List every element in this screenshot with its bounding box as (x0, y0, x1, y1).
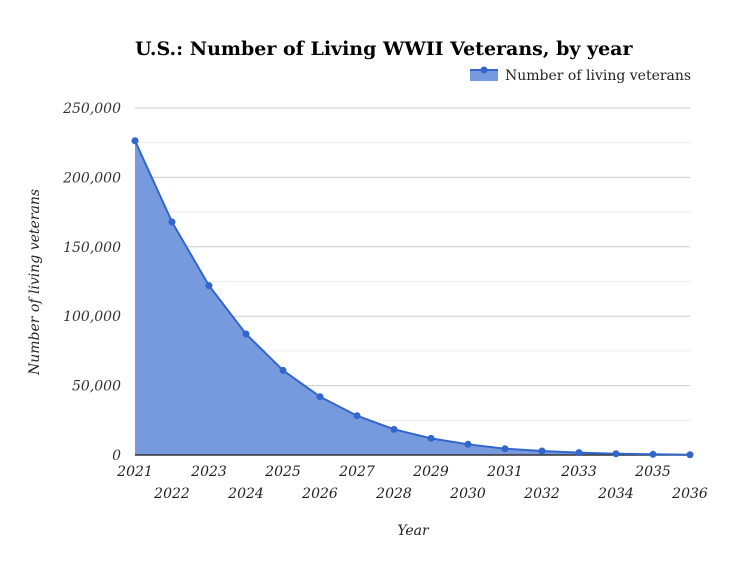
series-line (134, 140, 691, 456)
x-tick-label: 2035 (634, 464, 671, 480)
x-tick-label: 2026 (301, 486, 338, 502)
legend[interactable]: Number of living veterans (470, 66, 691, 85)
y-tick-label: 100,000 (63, 309, 121, 325)
data-point-2024 (242, 330, 250, 338)
x-axis-label: Year (397, 523, 430, 539)
y-tick-label: 0 (112, 448, 121, 464)
data-point-2026 (316, 393, 324, 401)
data-point-2036 (686, 451, 694, 459)
x-tick-label: 2022 (153, 486, 190, 502)
x-tick-label: 2030 (449, 486, 486, 502)
data-point-2025 (279, 366, 287, 374)
y-tick-label: 250,000 (62, 101, 121, 117)
data-point-2023 (205, 282, 213, 290)
y-tick-label: 150,000 (63, 240, 121, 256)
data-point-2029 (427, 434, 435, 442)
data-point-2022 (168, 218, 176, 226)
data-point-2027 (353, 412, 361, 420)
x-tick-label: 2029 (412, 464, 449, 480)
data-point-2032 (538, 447, 546, 455)
data-point-2035 (649, 450, 657, 458)
x-tick-label: 2025 (264, 464, 301, 480)
x-tick-label: 2027 (338, 464, 375, 480)
x-tick-label: 2021 (116, 464, 153, 480)
legend-swatch (470, 70, 498, 81)
legend-marker (480, 66, 488, 74)
x-tick-label: 2024 (227, 486, 264, 502)
y-axis-label: Number of living veterans (27, 189, 43, 376)
legend-label: Number of living veterans (505, 68, 691, 84)
x-tick-label: 2023 (190, 464, 227, 480)
chart-title: U.S.: Number of Living WWII Veterans, by… (135, 38, 633, 60)
y-tick-label: 200,000 (62, 170, 121, 186)
data-point-2034 (612, 450, 620, 458)
data-point-2033 (575, 449, 583, 457)
area-fill (135, 140, 690, 455)
x-tick-label: 2031 (486, 464, 523, 480)
x-tick-label: 2033 (560, 464, 597, 480)
x-tick-label: 2028 (375, 486, 412, 502)
data-point-2030 (464, 440, 472, 448)
data-point-2031 (501, 445, 509, 453)
x-tick-label: 2032 (523, 486, 560, 502)
y-tick-label: 50,000 (72, 379, 121, 395)
data-point-2028 (390, 425, 398, 433)
x-tick-label: 2036 (671, 486, 708, 502)
data-point-2021 (131, 137, 139, 145)
x-tick-label: 2034 (597, 486, 634, 502)
